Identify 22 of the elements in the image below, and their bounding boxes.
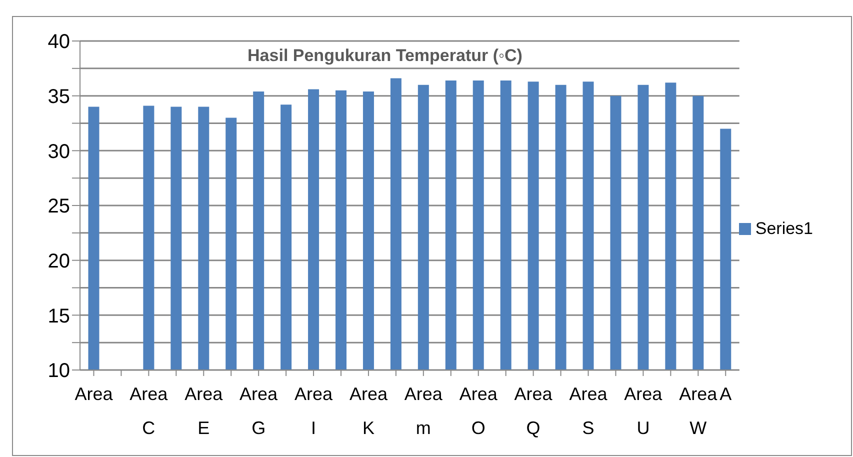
x-tick-label: Area C <box>130 384 169 438</box>
x-tick-label: Area I <box>294 384 334 438</box>
y-tick-label: 10 <box>48 360 70 382</box>
x-tick-label: Area m <box>404 384 444 438</box>
y-tick-label: 40 <box>48 31 70 54</box>
x-tick-label: Area S <box>569 384 608 438</box>
legend-label: Series1 <box>755 218 813 238</box>
chart-title: Hasil Pengukuran Temperatur (◦C) <box>246 46 524 66</box>
x-tick-label: Area K <box>349 384 388 438</box>
x-tick-label: Area G <box>240 384 279 438</box>
y-tick-label: 35 <box>48 86 70 108</box>
x-tick-label: Area W <box>679 384 718 438</box>
y-tick-label: 30 <box>48 140 70 163</box>
x-tick-label: Area Q <box>514 384 554 438</box>
x-tick-label: Area U <box>624 384 664 438</box>
x-tick-label: Area O <box>459 384 498 438</box>
y-tick-label: 25 <box>48 196 70 218</box>
x-tick-label: A <box>720 384 732 404</box>
y-tick-label: 20 <box>48 250 70 272</box>
x-tick-label: Area <box>74 384 114 404</box>
x-tick-label: Area E <box>184 384 224 438</box>
y-tick-label: 15 <box>48 305 70 328</box>
